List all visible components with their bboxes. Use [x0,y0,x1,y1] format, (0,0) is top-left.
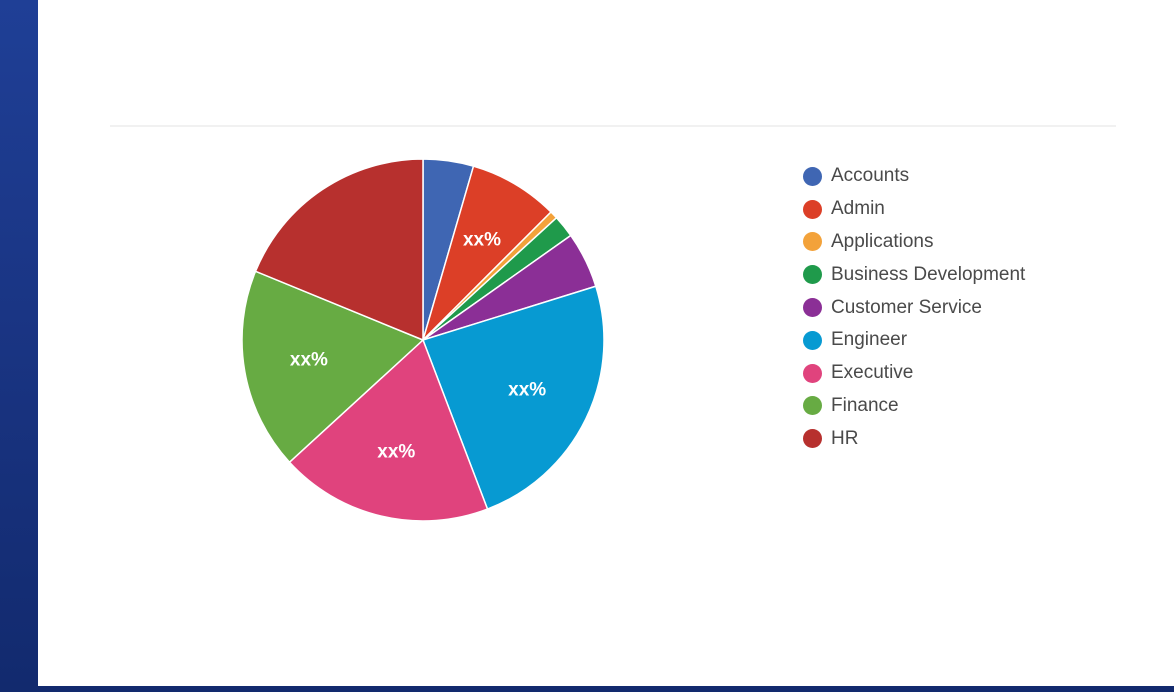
pie-chart: xx% xx% xx% xx% [241,158,605,522]
data-label-finance: xx% [290,349,328,370]
legend-item-accounts[interactable]: Accounts [803,160,1025,193]
legend-swatch-icon [803,396,822,416]
chart-legend: Accounts Admin Applications Business Develo… [803,160,1025,455]
legend-swatch-icon [803,199,822,219]
data-label-executive: xx% [377,442,415,463]
pie-slice-executive [288,338,489,522]
legend-label: Admin [831,198,885,220]
legend-swatch-icon [803,363,822,383]
legend-label: Applications [831,230,934,252]
legend-swatch-icon [803,232,822,252]
legend-swatch-icon [803,166,822,186]
legend-label: Executive [831,362,914,384]
chart-panel: xx% xx% xx% xx% Accounts Admin Applications Bu… [38,0,1174,686]
legend-item-hr[interactable]: HR [803,422,1025,455]
panel-divider [110,125,1116,127]
pie-slices [241,158,605,522]
legend-item-admin[interactable]: Admin [803,193,1025,226]
legend-swatch-icon [803,330,822,350]
data-label-engineer: xx% [508,380,546,401]
legend-label: Customer Service [831,296,982,318]
legend-label: Engineer [831,329,908,351]
legend-swatch-icon [803,265,822,285]
pie-slice-engineer [422,285,605,511]
legend-label: Finance [831,394,899,416]
legend-item-executive[interactable]: Executive [803,357,1025,390]
data-label-admin: xx% [463,229,501,250]
legend-label: HR [831,427,859,449]
legend-swatch-icon [803,429,822,449]
legend-swatch-icon [803,298,822,318]
pie-data-labels: xx% xx% xx% xx% [290,229,546,462]
legend-item-business-development[interactable]: Business Development [803,258,1025,291]
legend-label: Business Development [831,263,1026,285]
pie-slice-finance [241,270,425,464]
legend-item-engineer[interactable]: Engineer [803,324,1025,357]
legend-item-finance[interactable]: Finance [803,390,1025,423]
pie-slice-admin [422,165,553,341]
legend-label: Accounts [831,165,910,187]
legend-item-customer-service[interactable]: Customer Service [803,291,1025,324]
pie-slice-hr [254,158,424,342]
legend-item-applications[interactable]: Applications [803,226,1025,259]
